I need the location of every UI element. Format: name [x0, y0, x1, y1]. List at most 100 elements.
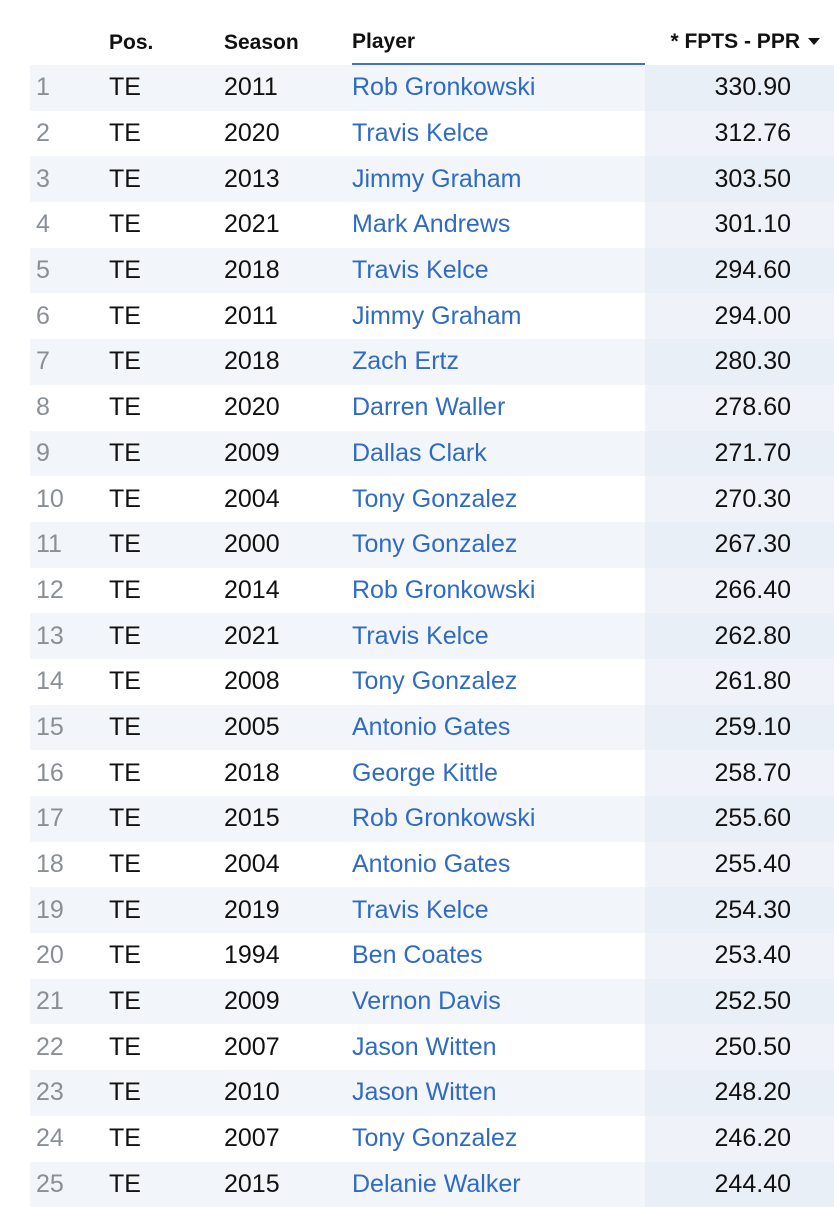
- season-cell: 2018: [224, 256, 352, 285]
- fpts-cell: 253.40: [645, 933, 834, 979]
- pos-cell: TE: [109, 1078, 224, 1107]
- rank-cell: 8: [30, 393, 109, 422]
- fpts-cell: 294.60: [645, 248, 834, 294]
- fpts-cell: 303.50: [645, 156, 834, 202]
- rank-cell: 16: [30, 759, 109, 788]
- fpts-cell: 250.50: [645, 1024, 834, 1070]
- pos-cell: TE: [109, 1033, 224, 1062]
- player-link[interactable]: Tony Gonzalez: [352, 1124, 517, 1152]
- player-cell: Delanie Walker: [352, 1170, 645, 1199]
- rank-cell: 3: [30, 165, 109, 194]
- player-link[interactable]: Rob Gronkowski: [352, 804, 535, 832]
- rank-cell: 14: [30, 667, 109, 696]
- player-cell: Tony Gonzalez: [352, 530, 645, 559]
- season-cell: 2005: [224, 713, 352, 742]
- player-cell: Ben Coates: [352, 941, 645, 970]
- season-cell: 2011: [224, 73, 352, 102]
- rank-cell: 20: [30, 941, 109, 970]
- season-cell: 2013: [224, 165, 352, 194]
- fpts-cell: 301.10: [645, 202, 834, 248]
- caret-down-icon[interactable]: [808, 38, 820, 45]
- player-link[interactable]: Antonio Gates: [352, 850, 510, 878]
- fpts-cell: 267.30: [645, 522, 834, 568]
- header-fpts-label: * FPTS - PPR: [670, 30, 800, 54]
- player-link[interactable]: Vernon Davis: [352, 987, 501, 1015]
- season-cell: 2018: [224, 347, 352, 376]
- player-link[interactable]: Zach Ertz: [352, 347, 459, 375]
- rank-cell: 21: [30, 987, 109, 1016]
- player-link[interactable]: Tony Gonzalez: [352, 667, 517, 695]
- player-cell: Vernon Davis: [352, 987, 645, 1016]
- player-link[interactable]: Travis Kelce: [352, 119, 489, 147]
- player-link[interactable]: Dallas Clark: [352, 439, 487, 467]
- header-pos[interactable]: Pos.: [109, 31, 224, 55]
- player-cell: Travis Kelce: [352, 119, 645, 148]
- pos-cell: TE: [109, 1124, 224, 1153]
- season-cell: 2021: [224, 210, 352, 239]
- player-cell: Jimmy Graham: [352, 302, 645, 331]
- player-link[interactable]: Jimmy Graham: [352, 302, 521, 330]
- rank-cell: 15: [30, 713, 109, 742]
- player-link[interactable]: Rob Gronkowski: [352, 576, 535, 604]
- player-cell: Darren Waller: [352, 393, 645, 422]
- rank-cell: 12: [30, 576, 109, 605]
- header-season[interactable]: Season: [224, 31, 352, 55]
- season-cell: 2008: [224, 667, 352, 696]
- player-link[interactable]: Delanie Walker: [352, 1170, 521, 1198]
- player-link[interactable]: Travis Kelce: [352, 896, 489, 924]
- header-player[interactable]: Player: [352, 20, 645, 65]
- player-link[interactable]: Rob Gronkowski: [352, 73, 535, 101]
- rank-cell: 22: [30, 1033, 109, 1062]
- player-link[interactable]: Darren Waller: [352, 393, 505, 421]
- pos-cell: TE: [109, 1170, 224, 1199]
- fpts-cell: 252.50: [645, 979, 834, 1025]
- player-link[interactable]: Jimmy Graham: [352, 165, 521, 193]
- season-cell: 2020: [224, 119, 352, 148]
- player-link[interactable]: Tony Gonzalez: [352, 530, 517, 558]
- fpts-cell: 271.70: [645, 431, 834, 477]
- pos-cell: TE: [109, 119, 224, 148]
- pos-cell: TE: [109, 713, 224, 742]
- header-fpts[interactable]: * FPTS - PPR: [645, 20, 834, 65]
- fpts-cell: 266.40: [645, 568, 834, 614]
- season-cell: 2018: [224, 759, 352, 788]
- player-link[interactable]: Tony Gonzalez: [352, 485, 517, 513]
- player-cell: Tony Gonzalez: [352, 1124, 645, 1153]
- fpts-cell: 278.60: [645, 385, 834, 431]
- player-link[interactable]: Travis Kelce: [352, 256, 489, 284]
- player-cell: Antonio Gates: [352, 713, 645, 742]
- player-link[interactable]: Jason Witten: [352, 1033, 497, 1061]
- pos-cell: TE: [109, 804, 224, 833]
- header-player-label: Player: [352, 30, 415, 54]
- player-cell: Zach Ertz: [352, 347, 645, 376]
- player-link[interactable]: Travis Kelce: [352, 622, 489, 650]
- rank-cell: 17: [30, 804, 109, 833]
- player-cell: Rob Gronkowski: [352, 73, 645, 102]
- fpts-cell: 262.80: [645, 613, 834, 659]
- rank-cell: 1: [30, 73, 109, 102]
- player-link[interactable]: Ben Coates: [352, 941, 483, 969]
- player-link[interactable]: Antonio Gates: [352, 713, 510, 741]
- player-link[interactable]: George Kittle: [352, 759, 498, 787]
- fpts-cell: 246.20: [645, 1116, 834, 1162]
- season-cell: 2015: [224, 804, 352, 833]
- fpts-cell: 270.30: [645, 476, 834, 522]
- player-cell: George Kittle: [352, 759, 645, 788]
- player-cell: Rob Gronkowski: [352, 804, 645, 833]
- rank-cell: 5: [30, 256, 109, 285]
- pos-cell: TE: [109, 485, 224, 514]
- player-link[interactable]: Jason Witten: [352, 1078, 497, 1106]
- player-link[interactable]: Mark Andrews: [352, 210, 510, 238]
- season-cell: 2009: [224, 439, 352, 468]
